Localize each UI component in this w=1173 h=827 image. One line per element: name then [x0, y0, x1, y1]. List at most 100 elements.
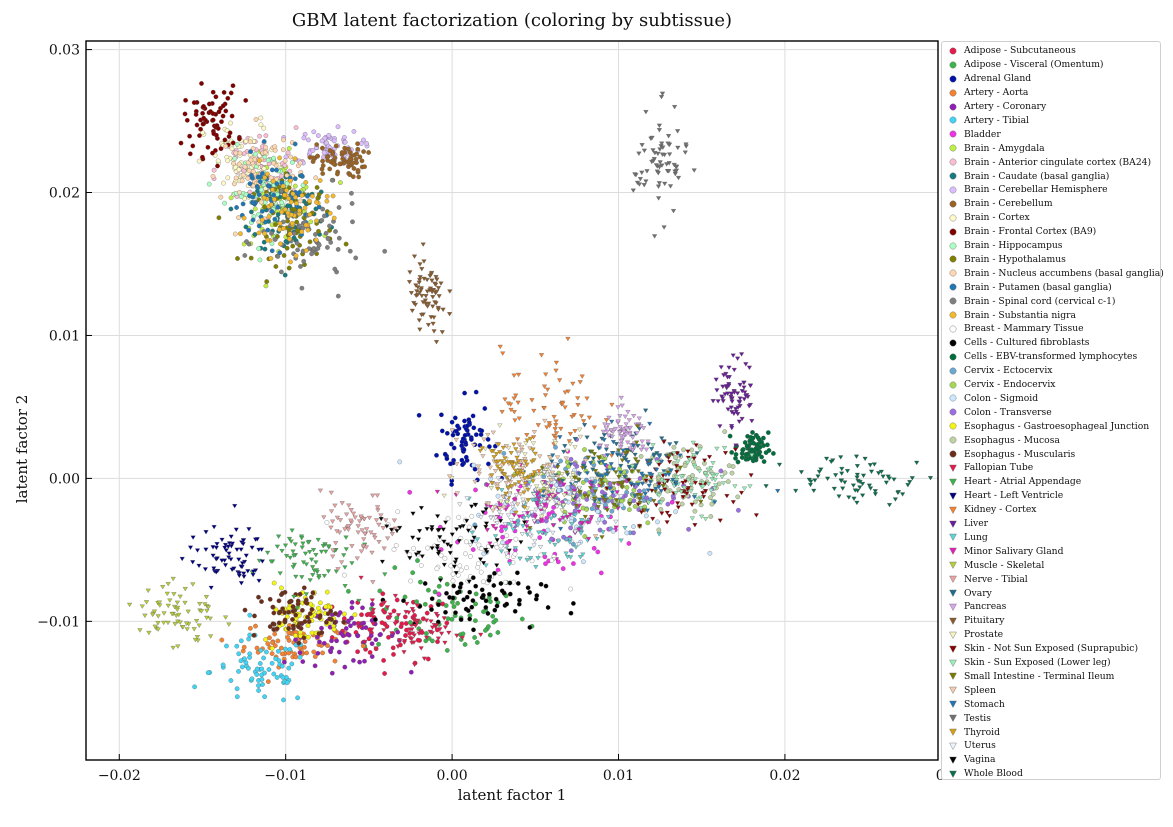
data-point: [561, 449, 567, 455]
data-point: [486, 624, 491, 629]
data-point: [272, 643, 278, 648]
data-point: [714, 446, 720, 452]
data-point: [748, 473, 754, 478]
data-point: [625, 410, 631, 415]
data-point: [655, 151, 661, 157]
data-point: [577, 555, 584, 560]
data-point: [288, 259, 293, 265]
data-point: [155, 614, 161, 619]
data-point: [499, 488, 505, 493]
data-point: [467, 616, 473, 622]
data-point: [394, 597, 400, 603]
data-point: [840, 486, 846, 491]
data-point: [362, 658, 367, 664]
data-point: [203, 530, 209, 535]
legend-label: Brain - Nucleus accumbens (basal ganglia…: [964, 267, 1164, 279]
data-point: [862, 456, 868, 462]
data-point: [643, 408, 649, 413]
triangle-marker-icon: [949, 562, 957, 570]
data-point: [494, 521, 500, 526]
data-point: [730, 353, 736, 358]
x-tick-label: −0.01: [264, 768, 307, 784]
data-point: [454, 527, 460, 532]
data-point: [182, 111, 188, 117]
data-point: [744, 443, 750, 449]
data-point: [277, 221, 283, 226]
data-point: [686, 526, 691, 532]
legend-entry: Pituitary: [946, 614, 1004, 628]
data-point: [280, 183, 286, 189]
legend-label: Esophagus - Muscularis: [964, 448, 1076, 460]
data-point: [248, 625, 253, 631]
data-point: [450, 578, 456, 584]
data-point: [174, 607, 180, 613]
data-point: [519, 616, 525, 622]
data-point: [207, 616, 213, 621]
data-point: [470, 413, 476, 419]
data-point: [771, 451, 776, 456]
data-point: [305, 614, 310, 620]
data-point: [236, 669, 241, 674]
data-point: [215, 163, 220, 169]
data-point: [618, 538, 624, 543]
data-point: [735, 494, 741, 500]
data-point: [272, 147, 278, 153]
data-point: [465, 608, 471, 613]
data-point: [315, 537, 321, 543]
data-point: [567, 442, 573, 447]
legend-label: Kidney - Cortex: [964, 504, 1037, 516]
data-point: [551, 505, 556, 510]
data-point: [287, 236, 292, 242]
data-point: [238, 194, 244, 200]
data-point: [537, 535, 543, 540]
data-point: [242, 607, 248, 613]
circle-marker-icon: [949, 172, 957, 180]
data-point: [327, 223, 332, 229]
data-point: [279, 549, 285, 554]
data-point: [732, 484, 738, 489]
data-point: [450, 432, 456, 438]
data-point: [735, 391, 741, 396]
data-point: [500, 540, 505, 545]
data-point: [350, 219, 355, 225]
data-point: [430, 304, 436, 309]
data-point: [562, 405, 568, 410]
data-point: [812, 478, 818, 483]
data-point: [374, 493, 380, 498]
data-point: [325, 245, 330, 250]
data-point: [243, 98, 249, 103]
data-point: [577, 380, 583, 385]
data-point: [572, 508, 578, 514]
data-point: [336, 235, 342, 241]
data-point: [342, 572, 347, 578]
data-point: [724, 494, 730, 499]
data-point: [228, 120, 233, 126]
data-point: [270, 621, 276, 627]
data-point: [485, 437, 491, 442]
data-point: [496, 510, 502, 515]
data-point: [524, 433, 530, 438]
data-point: [276, 534, 282, 539]
data-point: [473, 601, 478, 607]
data-point: [234, 142, 240, 147]
data-point: [206, 101, 212, 107]
data-point: [425, 656, 431, 662]
data-point: [263, 145, 269, 150]
data-point: [246, 227, 252, 233]
triangle-marker-icon: [949, 673, 957, 681]
data-point: [343, 547, 349, 552]
data-point: [337, 161, 343, 167]
legend-label: Brain - Substantia nigra: [964, 309, 1076, 321]
data-point: [221, 180, 226, 186]
data-point: [883, 480, 889, 485]
data-point: [257, 257, 263, 263]
data-point: [591, 452, 597, 457]
data-point: [357, 659, 362, 665]
data-point: [321, 574, 327, 579]
data-point: [355, 141, 360, 147]
data-point: [603, 418, 610, 423]
data-point: [518, 492, 524, 497]
data-point: [497, 344, 503, 350]
data-point: [557, 435, 563, 440]
data-point: [348, 508, 354, 513]
